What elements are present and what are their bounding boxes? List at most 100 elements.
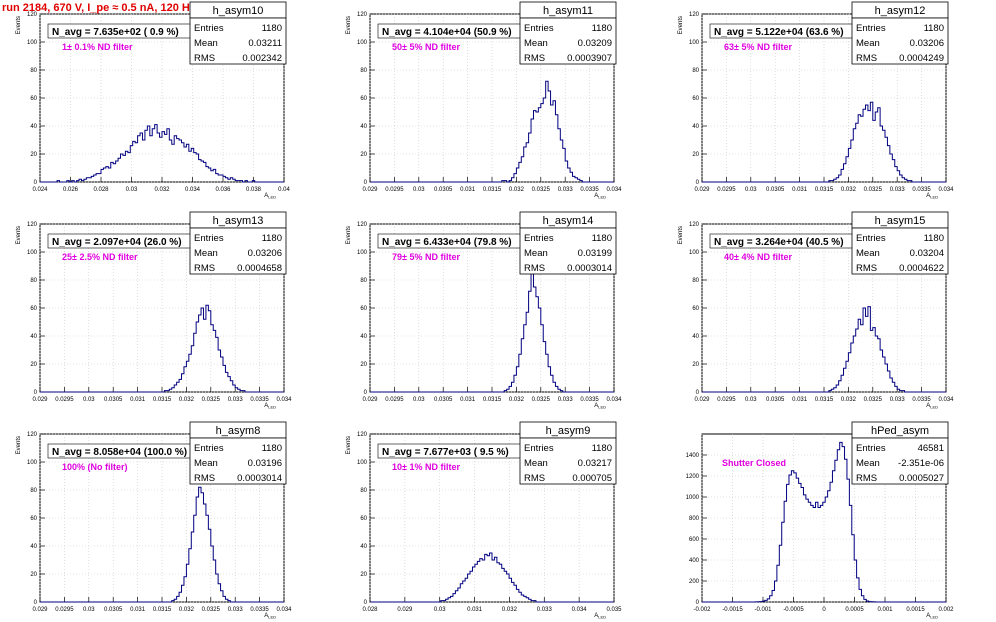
x-tick-label: 0.0305 [434, 187, 453, 193]
y-tick-label: 120 [357, 432, 368, 438]
navg-label: N_avg = 3.264e+04 (40.5 %) [714, 237, 844, 248]
filter-note: 40± 4% ND filter [724, 252, 792, 262]
x-axis-label: ALED [926, 613, 938, 620]
stats-box [519, 227, 617, 275]
y-tick-label: 120 [689, 222, 700, 228]
histogram-name: h_asym13 [213, 215, 264, 227]
histogram-name: h_asym10 [213, 5, 264, 17]
stats-label: Entries [524, 23, 554, 34]
x-tick-label: 0.032 [179, 397, 195, 403]
navg-label: N_avg = 7.677e+03 ( 9.5 %) [382, 447, 509, 458]
x-tick-label: 0.029 [362, 397, 378, 403]
stats-value: 46581 [918, 443, 944, 454]
x-tick-label: 0.0015 [906, 607, 925, 613]
histogram-name: h_asym11 [543, 5, 593, 17]
y-tick-label: 80 [692, 278, 699, 284]
y-tick-label: 0 [696, 600, 700, 606]
y-axis-label: Events [16, 436, 22, 454]
filter-note: 50± 5% ND filter [392, 42, 460, 52]
y-tick-label: 1000 [686, 495, 700, 501]
x-tick-label: 0.032 [179, 607, 195, 613]
x-tick-label: 0.03 [745, 397, 757, 403]
y-tick-label: 60 [692, 96, 699, 102]
y-tick-label: 60 [30, 306, 37, 312]
stats-value: 0.002342 [242, 53, 282, 64]
y-tick-label: 120 [689, 12, 700, 18]
stats-label: Mean [524, 248, 548, 259]
stats-value: 0.000705 [572, 473, 612, 484]
stats-value: 0.03206 [910, 38, 944, 49]
x-tick-label: -0.001 [754, 607, 772, 613]
x-tick-label: 0.031 [460, 187, 476, 193]
x-tick-label: 0.03 [745, 187, 757, 193]
stats-value: 0.03196 [248, 458, 282, 469]
x-tick-label: 0.0315 [815, 187, 834, 193]
x-tick-label: 0.0295 [55, 607, 74, 613]
stats-box [519, 437, 617, 485]
x-tick-label: 0.032 [509, 397, 525, 403]
stats-box [851, 437, 949, 485]
histogram-name: h_asym15 [875, 215, 926, 227]
histogram-panel-h_asym12: 0.029 0.0295 0.03 0.0305 0.031 0.0315 0.032 0.0… [678, 1, 954, 200]
stats-label: RMS [194, 263, 215, 274]
y-axis-label: Events [346, 16, 352, 34]
navg-label: N_avg = 6.433e+04 (79.8 %) [382, 237, 512, 248]
x-tick-label: 0.034 [606, 187, 622, 193]
y-tick-label: 40 [692, 124, 699, 130]
x-tick-label: -0.0015 [722, 607, 743, 613]
stats-value: 0.03206 [248, 248, 282, 259]
x-tick-label: 0.0305 [104, 397, 123, 403]
x-tick-label: 0.033 [537, 607, 553, 613]
histogram-name: h_asym8 [216, 425, 261, 437]
x-tick-label: 0.034 [185, 187, 201, 193]
x-tick-label: 0.03 [126, 187, 138, 193]
filter-note: 25± 2.5% ND filter [62, 252, 138, 262]
navg-label: N_avg = 8.058e+04 (100.0 %) [52, 447, 187, 458]
histogram-panel-h_asym9: 0.028 0.029 0.03 0.031 0.032 0.033 0.034 0.035 0… [346, 421, 622, 620]
x-tick-label: 0.001 [877, 607, 893, 613]
stats-value: 0.03211 [248, 38, 282, 49]
y-tick-label: 100 [27, 250, 38, 256]
stats-label: Entries [194, 233, 224, 244]
x-tick-label: 0.029 [32, 607, 48, 613]
x-tick-label: 0.0325 [532, 397, 551, 403]
x-tick-label: 0.028 [93, 187, 109, 193]
filter-note: 100% (No filter) [62, 462, 128, 472]
filter-note: 1± 0.1% ND filter [62, 42, 133, 52]
y-tick-label: 100 [27, 40, 38, 46]
x-tick-label: 0.0315 [153, 607, 172, 613]
stats-label: Entries [856, 23, 886, 34]
histogram-name: h_asym14 [543, 215, 594, 227]
stats-label: RMS [524, 53, 545, 64]
stats-label: Mean [856, 458, 880, 469]
x-tick-label: 0.032 [502, 607, 518, 613]
stats-value: 0.0003014 [237, 473, 282, 484]
histogram-series [40, 486, 284, 603]
filter-note: 10± 1% ND filter [392, 462, 460, 472]
x-tick-label: 0.0325 [202, 397, 221, 403]
histogram-series [370, 80, 614, 183]
x-tick-label: 0.0315 [153, 397, 172, 403]
x-tick-label: 0.033 [228, 397, 244, 403]
stats-value: 1180 [924, 233, 944, 244]
stats-label: Mean [856, 38, 880, 49]
x-tick-label: 0.0305 [104, 607, 123, 613]
x-tick-label: 0.033 [890, 187, 906, 193]
y-tick-label: 20 [360, 152, 367, 158]
filter-note: 79± 5% ND filter [392, 252, 460, 262]
y-tick-label: 100 [27, 460, 38, 466]
y-tick-label: 80 [360, 68, 367, 74]
y-tick-label: 40 [360, 334, 367, 340]
navg-label: N_avg = 7.635e+02 ( 0.9 %) [52, 27, 179, 38]
x-tick-label: 0.033 [558, 187, 574, 193]
x-tick-label: 0.03 [83, 397, 95, 403]
run-title: run 2184, 670 V, I_pe ≈ 0.5 nA, 120 Hz [2, 2, 196, 14]
x-tick-label: -0.0005 [783, 607, 804, 613]
y-tick-label: 60 [692, 306, 699, 312]
x-axis-label: ALED [594, 403, 606, 410]
y-tick-label: 400 [689, 558, 700, 564]
y-tick-label: 800 [689, 516, 700, 522]
stats-value: 0.03204 [910, 248, 944, 259]
x-axis-label: ALED [594, 193, 606, 200]
y-tick-label: 80 [30, 68, 37, 74]
